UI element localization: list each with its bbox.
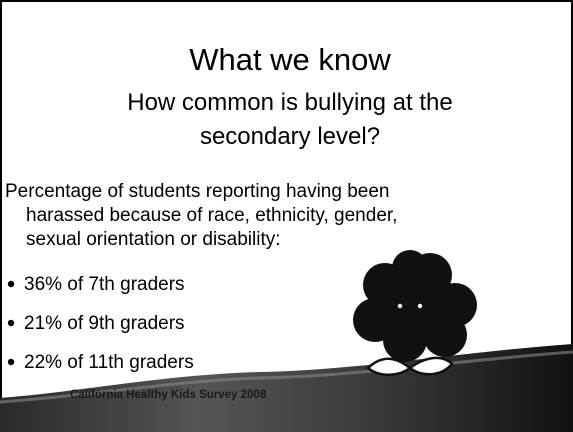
- bullet-text: 22% of 11th graders: [24, 352, 194, 373]
- intro-text: harassed because of race, ethnicity, gen…: [26, 205, 397, 226]
- bullet-dot: [8, 359, 14, 365]
- intro-text: sexual orientation or disability:: [26, 229, 281, 250]
- intro-text: Percentage of students reporting having …: [5, 181, 390, 202]
- bullet-dot: [8, 281, 14, 287]
- slide-subtitle: secondary level?: [200, 123, 380, 150]
- bullet-text: 36% of 7th graders: [24, 274, 185, 295]
- slide-canvas: What we know How common is bullying at t…: [0, 0, 573, 432]
- footer-source: California Healthy Kids Survey 2008: [70, 389, 267, 401]
- slide-subtitle: How common is bullying at the: [127, 89, 452, 116]
- slide-title: What we know: [189, 42, 391, 77]
- bullet-text: 21% of 9th graders: [24, 313, 185, 334]
- bullet-list: 36% of 7th graders 21% of 9th graders 22% …: [8, 274, 194, 373]
- slide: What we know How common is bullying at t…: [0, 0, 573, 432]
- bullet-dot: [8, 320, 14, 326]
